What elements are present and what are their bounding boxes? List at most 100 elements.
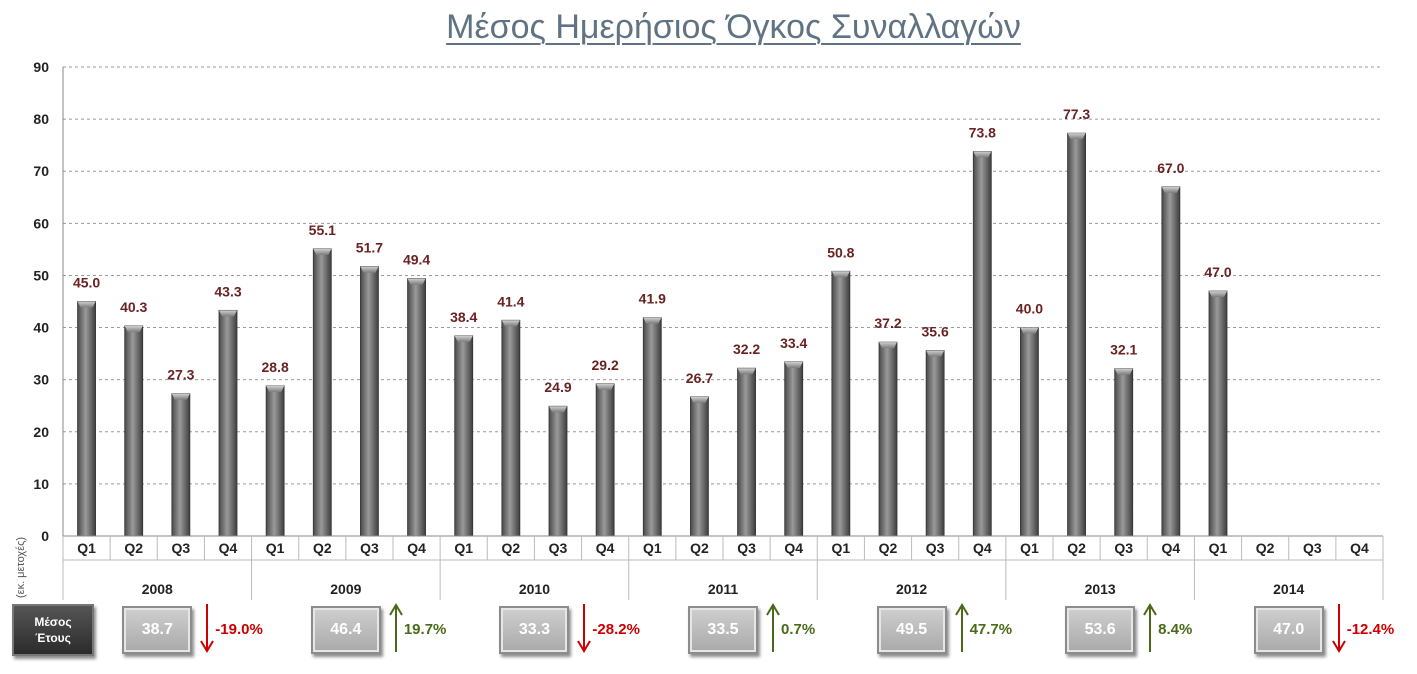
bar-body	[454, 335, 474, 537]
x-tick-label-quarter: Q4	[407, 540, 426, 556]
data-label: 24.9	[544, 379, 571, 395]
bars	[77, 132, 1228, 537]
bar-body	[501, 319, 521, 537]
bar	[972, 151, 992, 537]
data-label: 27.3	[167, 367, 194, 383]
bar	[831, 270, 851, 537]
data-label: 37.2	[874, 315, 901, 331]
bar	[925, 350, 945, 537]
bar	[407, 278, 426, 537]
bar-body	[360, 266, 379, 537]
yearly-change-label: -28.2%	[592, 621, 640, 638]
bar-cap	[1161, 186, 1180, 193]
bar-body	[737, 367, 756, 537]
x-tick-label-quarter: Q1	[77, 540, 96, 556]
data-label: 38.4	[450, 309, 477, 325]
bar	[595, 383, 615, 537]
yearly-average-box: 47.0	[1253, 606, 1324, 654]
bar	[265, 385, 285, 537]
bar	[360, 266, 379, 537]
bar-body	[784, 361, 804, 537]
bar-cap	[501, 320, 520, 327]
bar-cap	[737, 368, 756, 375]
y-tick-label: 80	[33, 111, 49, 127]
data-label: 43.3	[214, 283, 241, 299]
bar-body	[1067, 132, 1086, 537]
x-tick-label-year: 2013	[1085, 581, 1116, 597]
yearly-change-label: 19.7%	[403, 621, 447, 638]
x-tick-label-quarter: Q1	[454, 540, 473, 556]
x-tick-label-quarter: Q2	[1256, 540, 1275, 556]
bar-cap	[596, 383, 615, 390]
bar-cap	[831, 271, 850, 278]
bar	[1067, 132, 1086, 537]
bar-body	[171, 393, 191, 537]
data-label: 29.2	[592, 357, 619, 373]
x-tick-label-quarter: Q2	[690, 540, 709, 556]
bar	[1020, 327, 1039, 537]
yearly-change-label: -12.4%	[1346, 621, 1395, 638]
y-tick-label: 50	[33, 267, 49, 283]
data-label: 50.8	[827, 244, 854, 260]
bar-body	[407, 278, 426, 537]
x-tick-label-quarter: Q4	[1162, 540, 1181, 556]
bar-body	[595, 383, 615, 537]
yearly-change-label: -19.0%	[215, 621, 263, 638]
arrow-up-icon	[766, 603, 780, 653]
x-tick-label-quarter: Q4	[1350, 540, 1369, 556]
yearly-average-box: 49.5	[876, 606, 947, 654]
yearly-change-label: 8.4%	[1158, 621, 1193, 638]
bar-cap	[690, 396, 709, 403]
bar-cap	[784, 361, 803, 368]
x-tick-label-year: 2011	[708, 581, 739, 597]
bar-cap	[1209, 291, 1227, 298]
bar	[1161, 186, 1181, 537]
data-label: 40.0	[1016, 301, 1043, 317]
x-tick-label-quarter: Q4	[973, 540, 992, 556]
x-tick-label-quarter: Q4	[784, 540, 803, 556]
arrow-up-icon	[388, 603, 403, 653]
x-tick-label-quarter: Q3	[737, 540, 756, 556]
y-tick-label: 0	[41, 528, 49, 544]
x-tick-label-quarter: Q1	[266, 540, 285, 556]
data-label: 73.8	[969, 124, 996, 140]
bar-cap	[124, 325, 143, 332]
data-label: 32.1	[1110, 342, 1137, 358]
data-labels: 45.0 40.3 27.3 43.3 28.8 55.1 51.7 49.4 38.4 41.4…	[73, 106, 1232, 395]
yearly-average-box: 53.6	[1065, 606, 1136, 654]
arrow-down-icon	[200, 603, 215, 653]
bar-body	[77, 301, 96, 537]
x-tick-label-quarter: Q1	[643, 540, 662, 556]
bar	[312, 248, 332, 537]
bar-cap	[266, 385, 285, 392]
x-tick-label-quarter: Q4	[596, 540, 615, 556]
bar-cap	[926, 350, 945, 357]
bar	[1208, 290, 1228, 537]
bar-body	[878, 341, 898, 537]
bar	[124, 325, 144, 537]
x-tick-label-quarter: Q4	[219, 540, 238, 556]
data-label: 33.4	[780, 335, 807, 351]
bar-cap	[549, 406, 567, 413]
x-tick-label-quarter: Q2	[1067, 540, 1086, 556]
x-tick-label-quarter: Q2	[313, 540, 332, 556]
arrow-up-icon	[1143, 603, 1157, 653]
x-tick-label-quarter: Q3	[1303, 540, 1322, 556]
data-label: 28.8	[262, 359, 289, 375]
data-label: 45.0	[73, 275, 100, 291]
data-label: 49.4	[403, 252, 430, 268]
bar	[1114, 368, 1134, 537]
bar-cap	[973, 151, 992, 158]
x-tick-label-quarter: Q3	[360, 540, 379, 556]
yearly-average-box: 33.3	[499, 606, 570, 654]
bar	[501, 319, 521, 537]
bar-body	[1114, 368, 1134, 537]
data-label: 67.0	[1157, 160, 1184, 176]
data-label: 77.3	[1063, 106, 1090, 122]
x-tick-label-quarter: Q3	[172, 540, 191, 556]
x-tick-label-quarter: Q3	[1114, 540, 1133, 556]
gridlines	[63, 66, 1383, 485]
bar-cap	[77, 301, 96, 308]
x-axis: Q1 Q2 Q3 Q4 Q1 Q2 Q3 Q4 Q1 Q2 Q3 Q4 Q1 Q2 Q3 Q4 Q1 Q2 Q3 Q4…	[62, 535, 1384, 600]
bar-body	[642, 317, 662, 537]
